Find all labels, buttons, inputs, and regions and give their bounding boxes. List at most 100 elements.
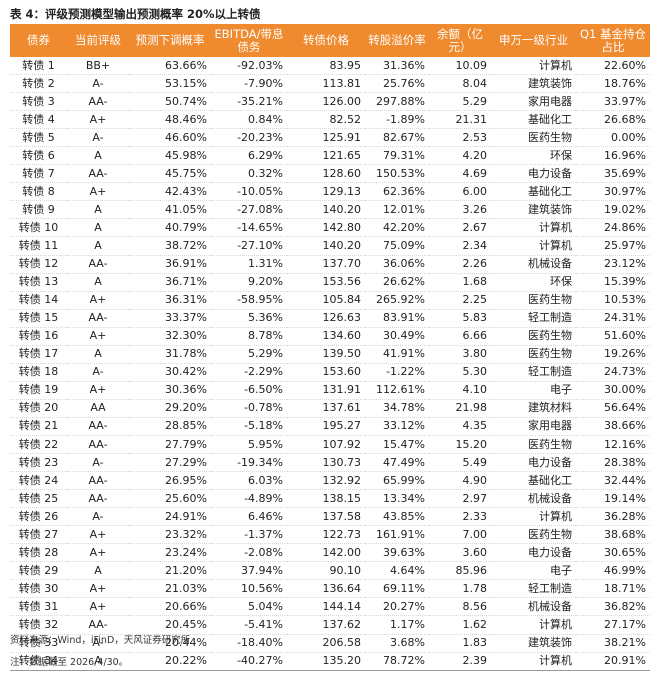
table-row: 转债 2 A- 53.15% -7.90% 113.81 25.76% 8.04 建筑装饰 18… [10, 74, 650, 94]
cell-bond-name: 转债 12 [10, 255, 67, 274]
cell-industry: 电子 [491, 381, 576, 400]
cell-bond-name: 转债 26 [10, 507, 67, 527]
cell-bond-name: 转债 2 [10, 74, 67, 94]
cell-fund-holding: 27.17% [576, 615, 650, 635]
cell-ebitda-debt: 5.29% [211, 345, 287, 364]
cell-industry: 医药生物 [491, 345, 576, 364]
table-row: 转债 1 BB+ 63.66% -92.03% 83.95 31.36% 10.09 计算机 2… [10, 57, 650, 76]
cell-industry: 环保 [491, 273, 576, 292]
cell-premium: -1.89% [365, 110, 429, 130]
table-row: 转债 32 AA- 20.45% -5.41% 137.62 1.17% 1.62 计算机 27… [10, 615, 650, 635]
table-row: 转债 33 A- 20.44% -18.40% 206.58 3.68% 1.83 建筑装饰 3… [10, 634, 650, 653]
cell-price: 153.60 [287, 363, 365, 382]
table-row: 转债 31 A+ 20.66% 5.04% 144.14 20.27% 8.56 机械设备 36… [10, 597, 650, 617]
cell-balance: 1.83 [429, 634, 491, 653]
cell-ebitda-debt: -10.05% [211, 182, 287, 202]
cell-bond-name: 转债 7 [10, 164, 67, 184]
cell-rating: A+ [67, 597, 129, 617]
cell-price: 137.70 [287, 255, 365, 274]
cell-industry: 环保 [491, 146, 576, 166]
cell-ebitda-debt: -92.03% [211, 57, 287, 76]
cell-bond-name: 转债 33 [10, 634, 67, 653]
cell-downgrade-prob: 36.71% [129, 273, 211, 292]
cell-balance: 7.00 [429, 525, 491, 545]
cell-industry: 建筑装饰 [491, 200, 576, 220]
cell-balance: 4.10 [429, 381, 491, 400]
cell-fund-holding: 23.12% [576, 255, 650, 274]
cell-downgrade-prob: 23.24% [129, 543, 211, 563]
cell-balance: 15.20 [429, 435, 491, 455]
cell-premium: 112.61% [365, 381, 429, 400]
cell-rating: AA- [67, 417, 129, 436]
cell-balance: 2.97 [429, 489, 491, 509]
table-row: 转债 27 A+ 23.32% -1.37% 122.73 161.91% 7.00 医药生物… [10, 525, 650, 545]
cell-balance: 1.78 [429, 579, 491, 599]
table-row: 转债 23 A- 27.29% -19.34% 130.73 47.49% 5.49 电力设备… [10, 453, 650, 473]
cell-downgrade-prob: 46.60% [129, 128, 211, 148]
table-row: 转债 6 A 45.98% 6.29% 121.65 79.31% 4.20 环保 16.96% [10, 146, 650, 166]
cell-balance: 2.26 [429, 255, 491, 274]
cell-price: 144.14 [287, 597, 365, 617]
cell-ebitda-debt: -5.41% [211, 615, 287, 635]
cell-bond-name: 转债 19 [10, 381, 67, 400]
cell-downgrade-prob: 36.31% [129, 291, 211, 310]
cell-fund-holding: 30.00% [576, 381, 650, 400]
cell-price: 142.00 [287, 543, 365, 563]
cell-industry: 计算机 [491, 652, 576, 671]
cell-bond-name: 转债 3 [10, 92, 67, 112]
cell-balance: 2.33 [429, 507, 491, 527]
table-row: 转债 21 AA- 28.85% -5.18% 195.27 33.12% 4.35 家用电器… [10, 417, 650, 436]
cell-fund-holding: 38.68% [576, 525, 650, 545]
cell-rating: A+ [67, 579, 129, 599]
cell-balance: 2.25 [429, 291, 491, 310]
cell-fund-holding: 25.97% [576, 236, 650, 256]
cell-industry: 计算机 [491, 507, 576, 527]
cell-downgrade-prob: 40.79% [129, 218, 211, 238]
cell-premium: 30.49% [365, 327, 429, 346]
cell-balance: 4.90 [429, 471, 491, 491]
cell-premium: 79.31% [365, 146, 429, 166]
table-row: 转债 7 AA- 45.75% 0.32% 128.60 150.53% 4.69 电力设备 3… [10, 164, 650, 184]
cell-price: 107.92 [287, 435, 365, 455]
cell-balance: 1.62 [429, 615, 491, 635]
col-header-bond: 债券 [10, 24, 67, 57]
cell-industry: 家用电器 [491, 92, 576, 112]
cell-rating: AA [67, 399, 129, 418]
cell-downgrade-prob: 48.46% [129, 110, 211, 130]
cell-bond-name: 转债 28 [10, 543, 67, 563]
table-caption: 表 4：评级预测模型输出预测概率 20%以上转债 [10, 7, 261, 21]
cell-downgrade-prob: 50.74% [129, 92, 211, 112]
col-header-fund-holding: Q1 基金持仓占比 [576, 24, 650, 57]
cell-bond-name: 转债 23 [10, 453, 67, 473]
cell-price: 195.27 [287, 417, 365, 436]
cell-balance: 5.49 [429, 453, 491, 473]
cell-bond-name: 转债 5 [10, 128, 67, 148]
cell-bond-name: 转债 34 [10, 652, 67, 671]
cell-bond-name: 转债 27 [10, 525, 67, 545]
cell-fund-holding: 16.96% [576, 146, 650, 166]
table-row: 转债 12 AA- 36.91% 1.31% 137.70 36.06% 2.26 机械设备 2… [10, 255, 650, 274]
table-row: 转债 14 A+ 36.31% -58.95% 105.84 265.92% 2.25 医药生… [10, 291, 650, 310]
cell-industry: 医药生物 [491, 128, 576, 148]
cell-fund-holding: 56.64% [576, 399, 650, 418]
cell-balance: 5.29 [429, 92, 491, 112]
col-header-price: 转债价格 [287, 24, 365, 57]
cell-premium: 12.01% [365, 200, 429, 220]
cell-premium: 34.78% [365, 399, 429, 418]
cell-industry: 家用电器 [491, 417, 576, 436]
cell-ebitda-debt: -1.37% [211, 525, 287, 545]
cell-industry: 计算机 [491, 218, 576, 238]
col-header-rating: 当前评级 [67, 24, 129, 57]
cell-price: 130.73 [287, 453, 365, 473]
cell-ebitda-debt: -27.10% [211, 236, 287, 256]
cell-downgrade-prob: 20.45% [129, 615, 211, 635]
cell-bond-name: 转债 1 [10, 57, 67, 76]
cell-bond-name: 转债 24 [10, 471, 67, 491]
table-row: 转债 20 AA 29.20% -0.78% 137.61 34.78% 21.98 建筑材料… [10, 399, 650, 418]
cell-industry: 轻工制造 [491, 363, 576, 382]
cell-fund-holding: 20.91% [576, 652, 650, 671]
cell-rating: A- [67, 507, 129, 527]
cell-price: 83.95 [287, 57, 365, 76]
cell-price: 138.15 [287, 489, 365, 509]
table-row: 转债 10 A 40.79% -14.65% 142.80 42.20% 2.67 计算机 24… [10, 218, 650, 238]
